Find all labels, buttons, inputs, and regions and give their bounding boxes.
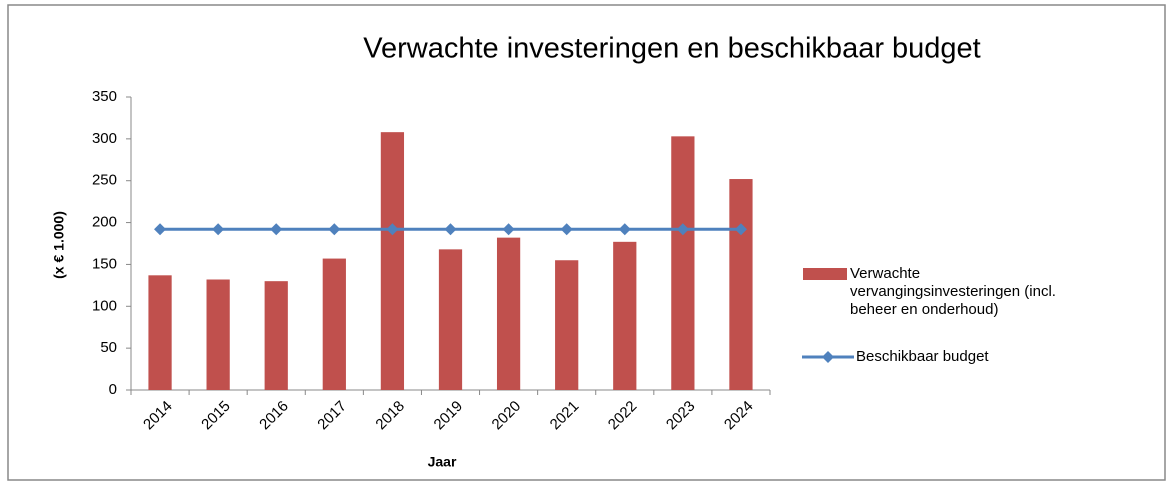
line-marker [270,223,283,236]
line-marker [444,223,457,236]
bar [148,275,172,390]
line-marker [734,223,747,236]
line-marker [618,223,631,236]
legend-key [803,268,847,280]
bar [322,258,346,390]
y-tick-label: 0 [109,381,117,398]
bar [729,179,753,390]
x-tick-label: 2021 [547,398,583,434]
bar [438,249,463,390]
y-tick-label: 250 [92,172,117,189]
line-marker [502,223,515,236]
y-tick-label: 200 [92,214,117,231]
legend-label: Verwachte vervangingsinvesteringen (incl… [850,265,1056,318]
legend-key [802,351,854,363]
legend-item: Beschikbaar budget [800,348,1081,366]
x-axis-label: Jaar [428,454,457,470]
x-tick-label: 2022 [605,398,641,434]
bar [671,136,695,390]
x-tick-label: 2014 [140,398,176,434]
line-marker [560,223,573,236]
x-tick-label: 2016 [256,398,292,434]
line-marker [328,223,341,236]
chart-title: Verwachte investeringen en beschikbaar b… [363,33,980,65]
y-tick-label: 100 [92,297,117,314]
legend-label: Beschikbaar budget [856,348,989,365]
y-tick-label: 150 [92,255,117,272]
bar [496,237,521,390]
legend-swatch [803,268,847,280]
line-marker [212,223,225,236]
y-tick-label: 300 [92,130,117,147]
y-tick-label: 350 [92,88,117,105]
x-tick-label: 2020 [489,398,525,434]
x-tick-label: 2024 [721,398,757,434]
x-tick-label: 2019 [431,398,467,434]
legend-marker [822,351,834,363]
bar [264,281,288,390]
bar [206,279,230,390]
x-tick-label: 2017 [314,398,350,434]
y-axis-label: (x € 1.000) [51,211,67,279]
bar [613,241,637,390]
chart-frame [7,4,1166,481]
bar [380,132,405,390]
x-tick-label: 2023 [663,398,699,434]
line-marker [676,223,689,236]
y-tick-label: 50 [100,339,117,356]
x-tick-label: 2015 [198,398,234,434]
x-tick-label: 2018 [372,398,408,434]
line-marker [386,223,399,236]
legend-item: Verwachte vervangingsinvesteringen (incl… [800,265,1075,319]
line-marker [154,223,167,236]
bar [555,260,579,390]
